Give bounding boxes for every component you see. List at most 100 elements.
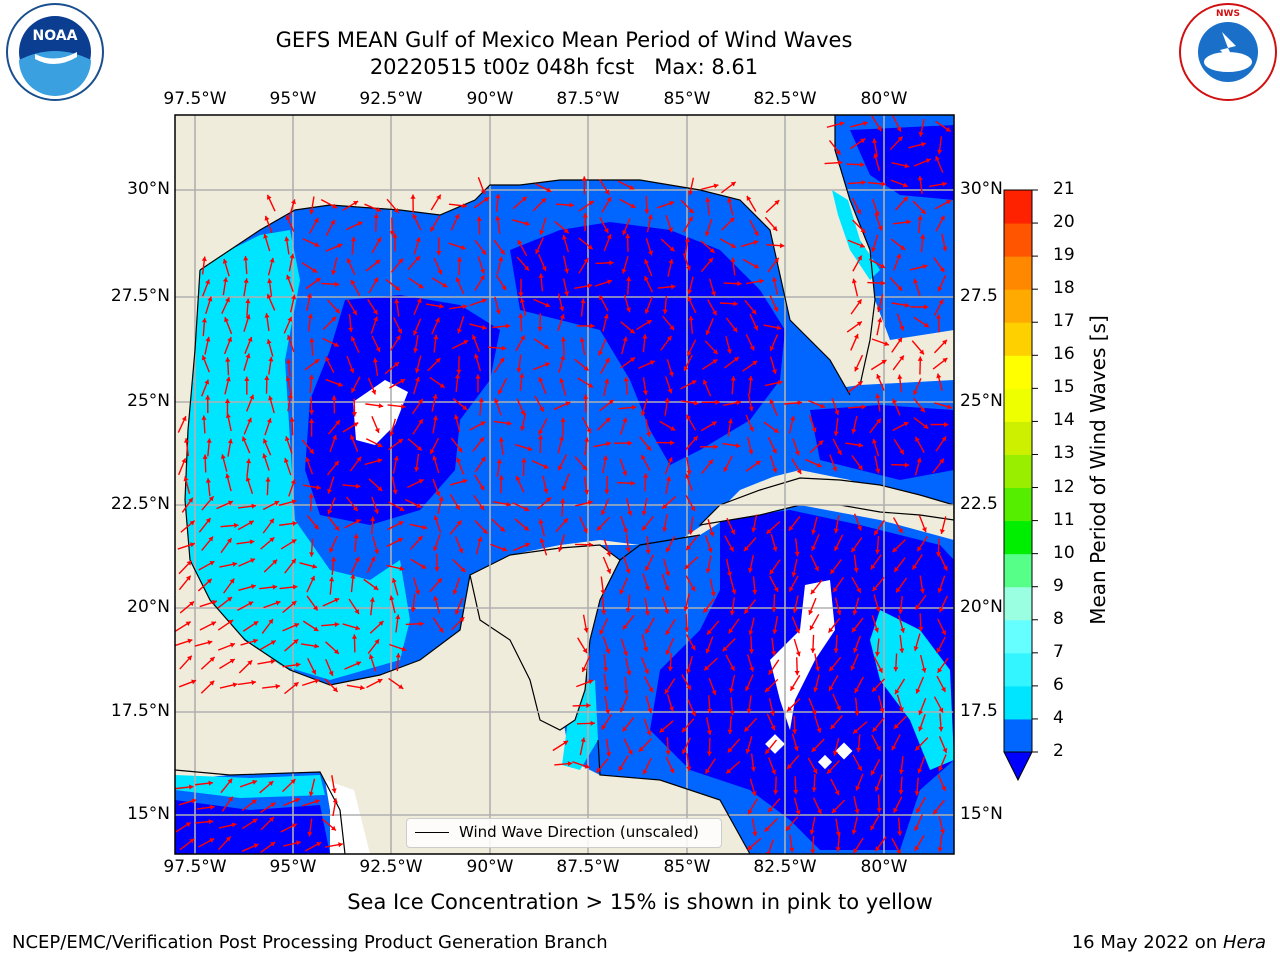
legend-line-icon [415, 832, 449, 833]
wave-arrow-head [479, 275, 485, 281]
wave-arrow-head [374, 639, 380, 645]
wave-arrow-head [666, 335, 672, 341]
wave-arrow-head [899, 449, 904, 455]
wave-arrow-head [269, 257, 275, 263]
wave-arrow-head [415, 589, 421, 595]
wave-arrow-head [856, 321, 862, 327]
wave-arrow-head [621, 268, 627, 274]
wave-arrow-head [567, 761, 573, 767]
wave-arrow-head [316, 484, 321, 490]
colorbar-tick-label: 13 [1053, 443, 1075, 464]
wave-arrow-head [872, 138, 878, 144]
wave-arrow-head [330, 219, 335, 225]
wave-arrow-head [413, 330, 418, 336]
wave-arrow-head [770, 711, 776, 716]
wave-arrow-head [946, 199, 952, 205]
wave-arrow-head [436, 578, 442, 584]
wave-arrow-head [833, 528, 839, 534]
wave-arrow-head [715, 399, 720, 405]
wave-arrow-head [897, 285, 903, 291]
wave-arrow-head [460, 244, 466, 250]
wave-arrow-head [601, 610, 607, 615]
wave-arrow-head [355, 519, 361, 524]
wave-arrow-head [835, 831, 841, 837]
wave-arrow-head [665, 688, 670, 694]
wave-arrow-head [272, 559, 278, 565]
wave-arrow-head [747, 845, 753, 850]
wave-arrow-head [270, 841, 276, 847]
wave-arrow-head [851, 829, 857, 835]
wave-arrow-head [877, 225, 883, 231]
caribbean-gap-1 [770, 580, 835, 730]
wave-arrow-head [753, 240, 759, 245]
wave-arrow-head [643, 646, 649, 652]
wave-arrow-head [792, 608, 798, 613]
wave-arrow-head [810, 849, 816, 854]
wave-arrow-head [292, 584, 298, 590]
wave-arrow-head [189, 838, 195, 844]
wave-arrow-head [942, 565, 948, 571]
wave-arrow-head [268, 618, 274, 624]
lat-label-left: 22.5°N [110, 494, 170, 514]
wave-arrow-head [854, 687, 860, 693]
wave-arrow-head [892, 547, 898, 553]
wave-arrow-head [920, 407, 925, 413]
wave-arrow-head [266, 339, 272, 345]
sea-ice-note: Sea Ice Concentration > 15% is shown in … [347, 890, 933, 914]
wave-arrow-head [523, 525, 529, 531]
wave-arrow-head [772, 277, 778, 282]
wave-arrow-head [433, 596, 439, 601]
wave-arrow-head [330, 556, 337, 562]
wave-arrow-head [209, 561, 215, 566]
wave-arrow-head [335, 420, 340, 426]
wave-arrow-head [286, 274, 291, 280]
wave-arrow-head [187, 638, 193, 644]
wave-arrow-head [377, 458, 383, 464]
wave-arrow-head [729, 610, 735, 616]
wave-arrow-head [625, 307, 631, 313]
wave-arrow-head [435, 491, 441, 497]
wave-arrow-head [692, 436, 698, 442]
wave-arrow-head [774, 257, 779, 263]
wave-arrow-head [583, 365, 589, 371]
wave-arrow-head [686, 414, 691, 420]
wave-arrow-head [772, 629, 778, 635]
wave-arrow-head [852, 610, 858, 616]
wave-arrow-head [794, 450, 800, 456]
wave-arrow-head [181, 458, 187, 464]
wave-arrow-head [939, 267, 945, 273]
colorbar-segment [1004, 289, 1032, 323]
wave-arrow-head [834, 410, 840, 416]
wave-arrow-head [745, 748, 751, 754]
wave-arrow-head [243, 278, 249, 284]
wave-arrow-head [333, 649, 339, 654]
wave-arrow-head [853, 728, 859, 734]
wave-arrow-head [519, 298, 525, 303]
wave-arrow-head [314, 643, 319, 649]
wave-arrow-head [410, 194, 416, 199]
wave-arrow-head [355, 483, 361, 489]
wave-arrow-head [582, 648, 587, 654]
wave-arrow-head [378, 403, 384, 409]
wave-arrow-head [772, 448, 777, 454]
wave-arrow-head [415, 376, 420, 382]
wave-arrow-head [227, 778, 233, 784]
wave-arrow-head [499, 357, 505, 363]
wave-arrow-head [914, 826, 920, 831]
wave-arrow-head [686, 684, 691, 690]
wave-arrow-head [227, 337, 233, 342]
wave-arrow-head [457, 328, 462, 334]
wave-arrow-head [892, 398, 897, 404]
wave-arrow-head [751, 527, 757, 533]
wave-arrow-head [311, 669, 317, 675]
wave-arrow-head [832, 750, 838, 756]
wave-arrow-head [771, 769, 776, 775]
wave-arrow-head [898, 707, 904, 712]
wave-arrow-head [755, 460, 761, 466]
wave-arrow-head [727, 747, 733, 753]
wave-arrow-head [275, 683, 281, 689]
wave-arrow-head [266, 418, 272, 423]
wave-arrow-head [749, 666, 755, 672]
wave-arrow-head [538, 429, 544, 435]
wave-arrow-head [810, 589, 816, 595]
